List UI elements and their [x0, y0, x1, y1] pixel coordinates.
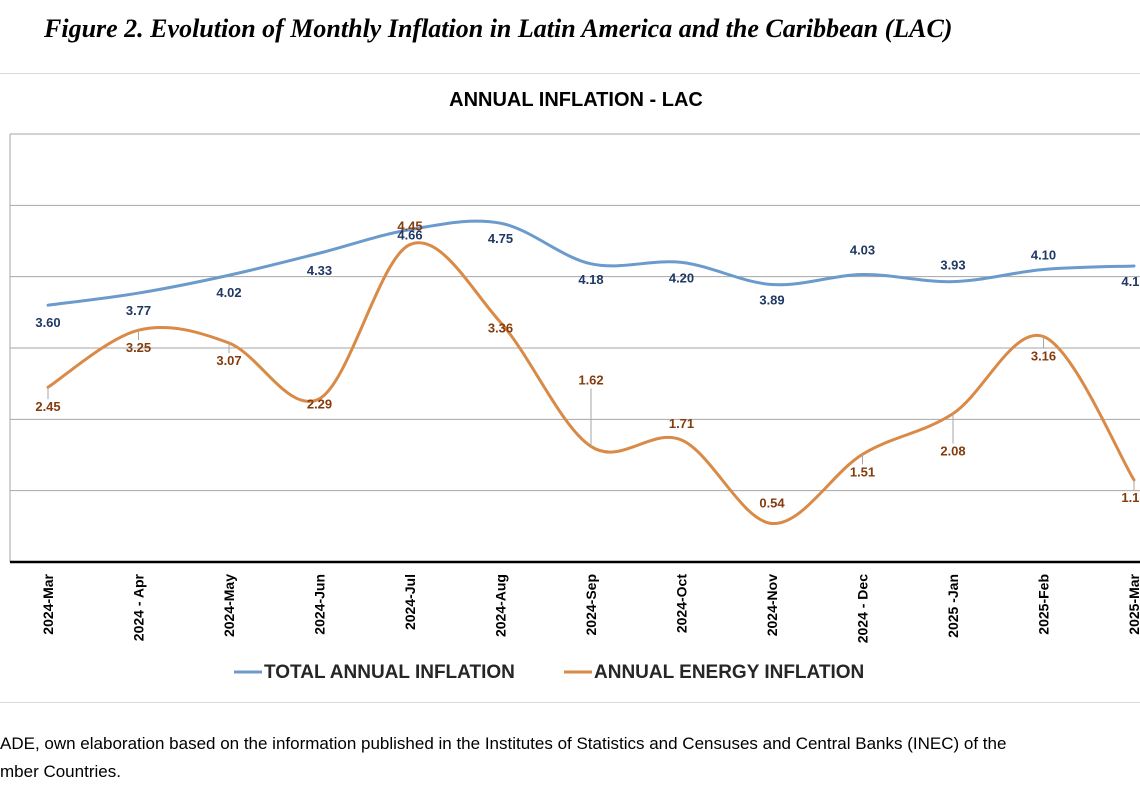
source-note: ADE, own elaboration based on the inform…	[0, 730, 1006, 786]
x-tick-label: 2024-Jun	[312, 574, 328, 635]
energy-data-label: 3.25	[126, 340, 151, 355]
energy-data-label: 2.45	[35, 399, 60, 414]
x-tick-label: 2024-Mar	[40, 573, 56, 634]
energy-data-label: 3.07	[216, 353, 241, 368]
total-data-label: 4.33	[307, 263, 332, 278]
total-data-label: 3.77	[126, 303, 151, 318]
energy-data-label: 3.16	[1031, 349, 1056, 364]
x-tick-label: 2025-Feb	[1036, 574, 1052, 635]
x-tick-label: 2024-Oct	[674, 574, 690, 633]
total-data-label: 3.60	[35, 315, 60, 330]
total-data-label: 4.10	[1031, 248, 1056, 263]
total-inflation-line	[46, 219, 1136, 307]
energy-data-label: 1.51	[850, 464, 875, 479]
legend-label-total: TOTAL ANNUAL INFLATION	[264, 662, 515, 683]
energy-data-label: 4.45	[397, 219, 422, 234]
x-axis-tick-labels: 2024-Mar 2024 - Apr 2024-May 2024-Jun 2024-J…	[40, 573, 1140, 643]
energy-data-label: 0.54	[759, 495, 785, 510]
x-tick-label: 2024-Jul	[402, 574, 418, 630]
total-data-label: 4.15	[1121, 274, 1140, 289]
energy-data-label: 2.08	[940, 444, 965, 459]
figure-title: Figure 2. Evolution of Monthly Inflation…	[44, 14, 953, 43]
total-data-label: 4.18	[578, 272, 603, 287]
label-leaders	[47, 330, 1135, 490]
source-line-1: ADE, own elaboration based on the inform…	[0, 734, 1007, 753]
x-tick-label: 2025 -Jan	[945, 574, 961, 638]
total-data-label: 4.02	[216, 285, 241, 300]
legend-label-energy: ANNUAL ENERGY INFLATION	[594, 662, 864, 683]
total-data-label: 3.93	[940, 258, 965, 273]
source-line-2: mber Countries.	[0, 762, 121, 781]
chart-title: ANNUAL INFLATION - LAC	[449, 89, 703, 111]
x-tick-label: 2024-Nov	[764, 574, 780, 636]
energy-data-label: 1.62	[578, 372, 603, 387]
line-chart: ANNUAL INFLATION - LAC 3.60 3.77 4.02 4.33 4…	[9, 89, 1140, 683]
x-tick-label: 2024-Sep	[583, 574, 599, 635]
gridlines	[9, 133, 1140, 564]
total-data-label: 4.75	[488, 231, 513, 246]
data-labels: 3.60 3.77 4.02 4.33 4.66 4.75 4.18 4.20 3.89 4.03…	[35, 219, 1140, 511]
legend: TOTAL ANNUAL INFLATION ANNUAL ENERGY INFL…	[234, 662, 864, 683]
energy-data-label: 1.15	[1121, 490, 1140, 505]
x-tick-label: 2024-May	[221, 574, 237, 637]
x-tick-label: 2024-Aug	[493, 574, 509, 637]
total-data-label: 4.03	[850, 243, 875, 258]
x-tick-label: 2025-Mar	[1126, 573, 1140, 634]
chart-area: ANNUAL INFLATION - LAC 3.60 3.77 4.02 4.33 4…	[0, 73, 1140, 703]
total-data-label: 3.89	[759, 293, 784, 308]
energy-data-label: 3.36	[488, 320, 513, 335]
energy-data-label: 1.71	[669, 416, 694, 431]
energy-data-label: 2.29	[307, 397, 332, 412]
x-tick-label: 2024 - Apr	[131, 573, 147, 641]
x-tick-label: 2024 - Dec	[855, 574, 871, 643]
total-data-label: 4.20	[669, 270, 694, 285]
total-data-label: 4.66	[397, 228, 422, 243]
